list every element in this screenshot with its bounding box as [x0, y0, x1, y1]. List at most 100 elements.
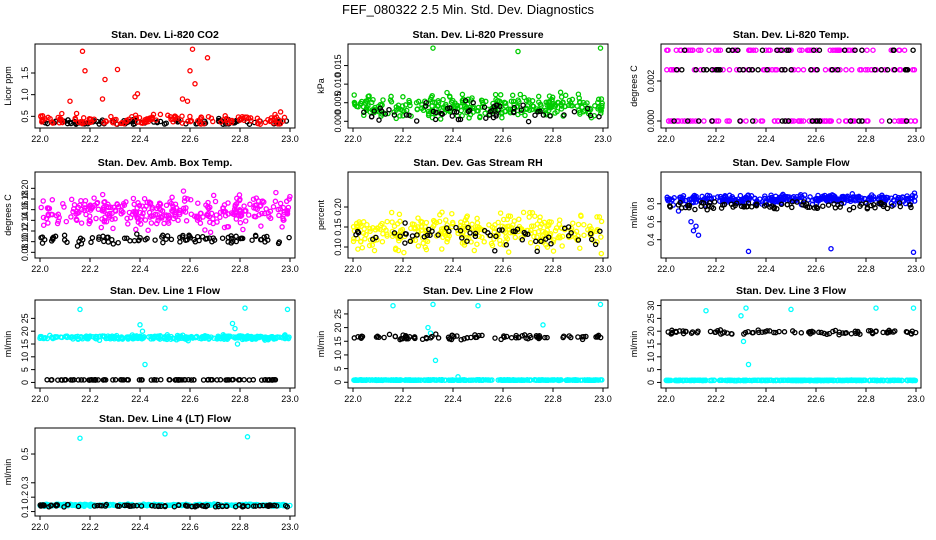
- data-point: [534, 248, 540, 255]
- data-point: [459, 232, 465, 239]
- data-point: [183, 334, 189, 340]
- y-axis-label: ml/min: [3, 459, 13, 486]
- data-point: [575, 334, 581, 340]
- data-point: [205, 199, 211, 206]
- data-point: [109, 216, 115, 222]
- data-point: [907, 377, 913, 384]
- data-point: [457, 227, 464, 234]
- data-point: [725, 47, 732, 53]
- data-point: [350, 238, 357, 245]
- data-point: [351, 377, 358, 383]
- data-point: [234, 341, 241, 347]
- data-point: [221, 224, 228, 231]
- data-point: [159, 234, 165, 240]
- data-point: [857, 203, 863, 209]
- data-point: [54, 220, 61, 227]
- data-point: [911, 67, 918, 73]
- data-point: [423, 99, 429, 106]
- data-point: [533, 377, 540, 383]
- data-point: [222, 212, 229, 219]
- data-point: [180, 188, 187, 194]
- data-point: [45, 220, 51, 226]
- data-point: [266, 502, 272, 509]
- data-point: [397, 233, 403, 239]
- data-point: [414, 106, 421, 112]
- data-point: [577, 245, 583, 251]
- data-point: [91, 195, 97, 201]
- data-point: [253, 233, 259, 240]
- data-point: [492, 248, 498, 254]
- data-point: [120, 209, 126, 216]
- data-point: [695, 232, 702, 238]
- data-point: [371, 108, 377, 114]
- data-point: [70, 206, 77, 212]
- data-point: [788, 306, 794, 313]
- data-point: [857, 67, 863, 73]
- data-point: [751, 377, 757, 384]
- y-tick-label: 15: [20, 339, 30, 349]
- data-point: [398, 106, 404, 113]
- data-point: [240, 226, 246, 233]
- data-point: [392, 333, 399, 340]
- y-axis-label: ml/min: [629, 331, 639, 358]
- data-point: [848, 67, 855, 73]
- data-point: [188, 377, 195, 383]
- y-axis-label: ml/min: [629, 202, 639, 229]
- data-point: [450, 377, 456, 383]
- data-point: [191, 377, 197, 383]
- data-point: [395, 105, 402, 112]
- data-point: [588, 236, 595, 243]
- data-point: [834, 47, 840, 53]
- data-point: [242, 208, 248, 214]
- y-tick-label: 0.5: [20, 110, 30, 123]
- x-tick-label: 22.4: [444, 134, 462, 144]
- data-point: [492, 91, 499, 98]
- data-point: [780, 377, 787, 384]
- data-point: [856, 118, 862, 124]
- data-point: [236, 117, 243, 123]
- data-point: [544, 334, 550, 341]
- data-point: [133, 226, 139, 233]
- data-point: [665, 377, 671, 384]
- data-point: [61, 232, 68, 239]
- data-point: [864, 47, 870, 53]
- data-point: [465, 108, 472, 115]
- data-point: [708, 195, 715, 202]
- y-tick-label: 0.12: [20, 222, 30, 240]
- x-tick-label: 22.2: [394, 394, 412, 404]
- data-point: [98, 224, 105, 231]
- x-axis: 22.0 22.2 22.4 22.6 22.8 23.0: [657, 258, 925, 274]
- data-point: [49, 334, 55, 341]
- data-point: [522, 231, 529, 237]
- data-point: [798, 118, 804, 124]
- data-point: [737, 118, 743, 124]
- data-point: [112, 216, 118, 222]
- data-point: [846, 207, 853, 213]
- data-point: [566, 333, 572, 339]
- data-point: [748, 204, 755, 210]
- data-point: [223, 117, 230, 124]
- data-point: [665, 118, 672, 124]
- data-point: [745, 192, 751, 198]
- data-point: [205, 376, 212, 383]
- data-point: [38, 204, 44, 211]
- data-point: [220, 208, 226, 215]
- data-point: [244, 434, 251, 440]
- data-point: [68, 120, 74, 127]
- data-point: [849, 191, 856, 197]
- x-tick-label: 22.0: [344, 394, 362, 404]
- data-point: [430, 108, 437, 115]
- data-point: [540, 322, 546, 328]
- data-point: [443, 217, 449, 223]
- data-point: [575, 237, 582, 243]
- data-point: [597, 45, 604, 51]
- data-point: [38, 113, 44, 120]
- data-point: [263, 206, 269, 212]
- data-point: [70, 209, 76, 215]
- data-point: [284, 207, 291, 214]
- data-point: [181, 377, 188, 383]
- data-point: [784, 47, 790, 53]
- panel-9: Stan. Dev. Line 3 Flow ml/min 22.0 22.2 22.4…: [629, 285, 925, 404]
- panel-title: Stan. Dev. Li-820 Temp.: [733, 29, 849, 41]
- data-point: [136, 114, 143, 121]
